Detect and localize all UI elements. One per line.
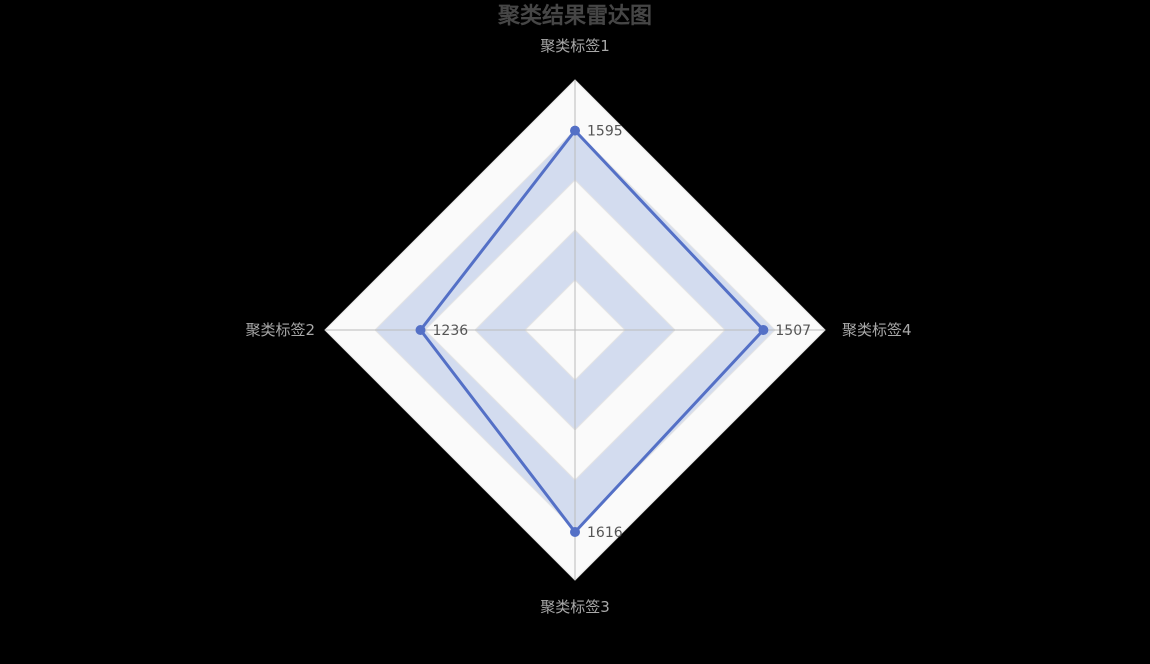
radar-value-labels: 1595 1236 1616 1507 xyxy=(433,124,812,541)
radar-value-label: 1616 xyxy=(587,525,623,541)
radar-axis-names: 聚类标签1 聚类标签2 聚类标签3 聚类标签4 xyxy=(245,37,911,616)
radar-data-point[interactable] xyxy=(415,325,426,335)
radar-axis-name: 聚类标签2 xyxy=(245,321,315,339)
radar-axis-name: 聚类标签1 xyxy=(540,37,610,55)
radar-axis-lines xyxy=(325,80,825,580)
radar-axis-name: 聚类标签4 xyxy=(842,321,912,339)
radar-axis-name: 聚类标签3 xyxy=(540,598,610,616)
radar-value-label: 1236 xyxy=(433,323,469,339)
radar-data-point[interactable] xyxy=(758,325,769,335)
radar-value-label: 1595 xyxy=(587,124,623,140)
radar-value-label: 1507 xyxy=(775,323,811,339)
chart-title: 聚类结果雷达图 xyxy=(497,4,652,29)
radar-data-point[interactable] xyxy=(570,527,580,537)
radar-series xyxy=(415,125,769,537)
radar-data-point[interactable] xyxy=(570,125,580,136)
